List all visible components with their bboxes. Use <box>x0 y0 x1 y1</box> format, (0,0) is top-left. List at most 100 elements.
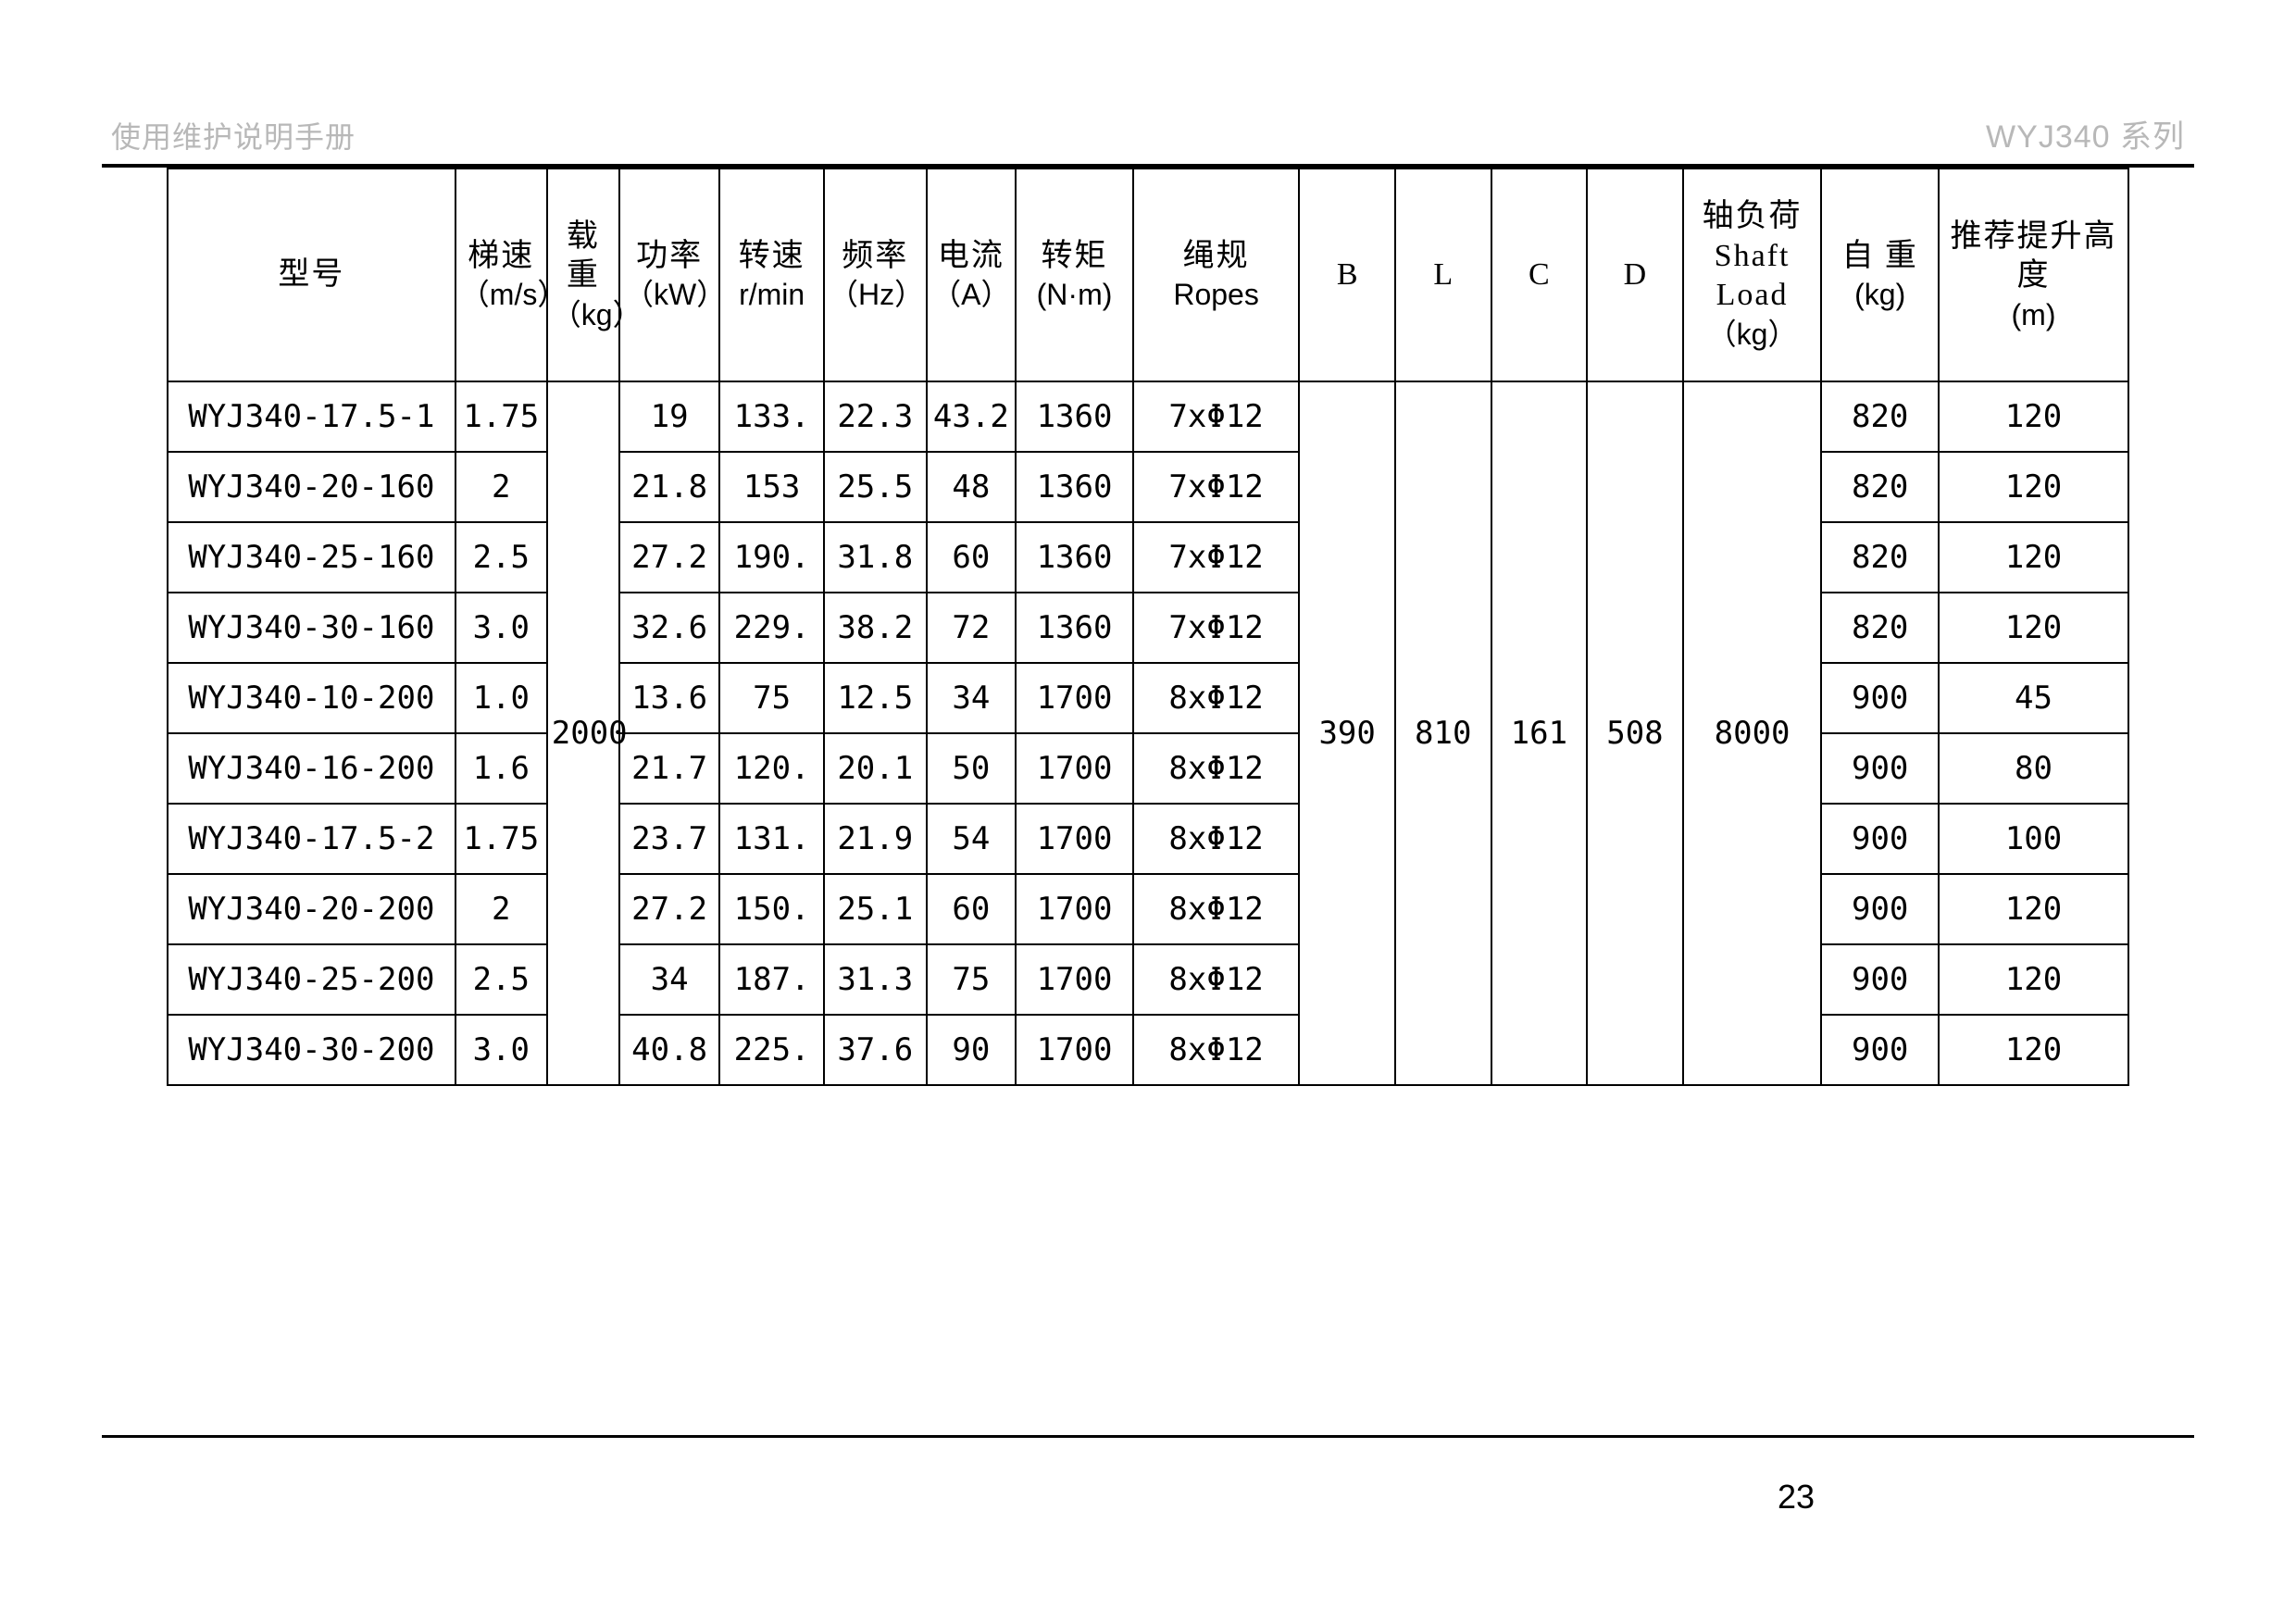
th-current: 电流（A） <box>927 169 1017 381</box>
cell-height: 80 <box>1939 733 2128 804</box>
th-height-label: 推荐提升高度 <box>1943 218 2124 296</box>
th-power: 功率（kW） <box>619 169 719 381</box>
table-row: WYJ340-17.5-11.75200019133.22.343.213607… <box>168 381 2128 452</box>
cell-weight: 900 <box>1821 874 1939 944</box>
cell-speed: 2.5 <box>455 522 547 593</box>
cell-L: 810 <box>1395 381 1491 1085</box>
cell-weight: 900 <box>1821 944 1939 1015</box>
cell-height: 120 <box>1939 522 2128 593</box>
cell-freq: 21.9 <box>824 804 927 874</box>
cell-rope: 8xΦ12 <box>1133 804 1300 874</box>
cell-power: 34 <box>619 944 719 1015</box>
cell-weight: 820 <box>1821 381 1939 452</box>
cell-speed: 1.75 <box>455 381 547 452</box>
cell-rpm: 190. <box>719 522 824 593</box>
th-load-unit: （kg） <box>552 296 615 333</box>
cell-rope: 7xΦ12 <box>1133 381 1300 452</box>
th-shaft: 轴负荷 Shaft Load（kg） <box>1683 169 1822 381</box>
cell-freq: 22.3 <box>824 381 927 452</box>
th-torque-label: 转矩 <box>1020 237 1129 277</box>
cell-height: 120 <box>1939 874 2128 944</box>
cell-rpm: 150. <box>719 874 824 944</box>
cell-power: 27.2 <box>619 522 719 593</box>
cell-torque: 1700 <box>1016 663 1133 733</box>
th-torque-unit: (N·m) <box>1020 276 1129 313</box>
cell-power: 21.8 <box>619 452 719 522</box>
cell-model: WYJ340-30-160 <box>168 593 455 663</box>
cell-power: 23.7 <box>619 804 719 874</box>
th-l: L <box>1395 169 1491 381</box>
th-rope: 绳规Ropes <box>1133 169 1300 381</box>
cell-height: 120 <box>1939 944 2128 1015</box>
cell-model: WYJ340-10-200 <box>168 663 455 733</box>
cell-speed: 2.5 <box>455 944 547 1015</box>
footer-rule <box>102 1435 2194 1438</box>
cell-torque: 1700 <box>1016 733 1133 804</box>
th-current-label: 电流 <box>931 237 1012 277</box>
cell-model: WYJ340-20-200 <box>168 874 455 944</box>
table-row: WYJ340-20-200227.2150.25.16017008xΦ12900… <box>168 874 2128 944</box>
th-power-label: 功率 <box>624 237 715 277</box>
cell-weight: 820 <box>1821 522 1939 593</box>
th-b-label: B <box>1337 257 1358 292</box>
cell-rpm: 225. <box>719 1015 824 1085</box>
th-shaft-label: 轴负荷 Shaft Load <box>1688 197 1817 316</box>
cell-freq: 38.2 <box>824 593 927 663</box>
cell-torque: 1700 <box>1016 804 1133 874</box>
th-load: 载重（kg） <box>547 169 619 381</box>
cell-model: WYJ340-25-160 <box>168 522 455 593</box>
cell-freq: 37.6 <box>824 1015 927 1085</box>
cell-speed: 3.0 <box>455 593 547 663</box>
cell-power: 13.6 <box>619 663 719 733</box>
cell-freq: 25.5 <box>824 452 927 522</box>
cell-speed: 2 <box>455 874 547 944</box>
table-row: WYJ340-25-1602.527.2190.31.86013607xΦ128… <box>168 522 2128 593</box>
th-l-label: L <box>1433 257 1453 292</box>
cell-current: 75 <box>927 944 1017 1015</box>
th-power-unit: （kW） <box>624 276 715 313</box>
th-d-label: D <box>1624 257 1647 292</box>
cell-weight: 900 <box>1821 804 1939 874</box>
cell-freq: 12.5 <box>824 663 927 733</box>
cell-current: 60 <box>927 522 1017 593</box>
cell-load: 2000 <box>547 381 619 1085</box>
table-body: WYJ340-17.5-11.75200019133.22.343.213607… <box>168 381 2128 1085</box>
page-header: 使用维护说明手册 WYJ340 系列 <box>102 111 2194 168</box>
th-weight-label: 自 重 <box>1826 237 1934 277</box>
th-height: 推荐提升高度(m) <box>1939 169 2128 381</box>
cell-current: 60 <box>927 874 1017 944</box>
cell-weight: 820 <box>1821 452 1939 522</box>
header-left: 使用维护说明手册 <box>111 114 356 156</box>
th-speed-unit: （m/s） <box>460 276 543 313</box>
cell-speed: 1.6 <box>455 733 547 804</box>
th-speed: 梯速（m/s） <box>455 169 547 381</box>
cell-B: 390 <box>1299 381 1395 1085</box>
cell-model: WYJ340-20-160 <box>168 452 455 522</box>
th-b: B <box>1299 169 1395 381</box>
cell-rope: 7xΦ12 <box>1133 522 1300 593</box>
cell-speed: 2 <box>455 452 547 522</box>
cell-rpm: 120. <box>719 733 824 804</box>
spec-table-wrap: 型号 梯速（m/s） 载重（kg） 功率（kW） 转速r/min 频率（Hz） … <box>102 168 2194 1086</box>
cell-rpm: 229. <box>719 593 824 663</box>
table-header-row: 型号 梯速（m/s） 载重（kg） 功率（kW） 转速r/min 频率（Hz） … <box>168 169 2128 381</box>
cell-rpm: 133. <box>719 381 824 452</box>
cell-freq: 31.8 <box>824 522 927 593</box>
cell-current: 50 <box>927 733 1017 804</box>
cell-speed: 1.75 <box>455 804 547 874</box>
th-rope-unit: Ropes <box>1138 276 1295 313</box>
cell-rope: 8xΦ12 <box>1133 663 1300 733</box>
cell-rpm: 131. <box>719 804 824 874</box>
cell-rpm: 187. <box>719 944 824 1015</box>
th-speed-label: 梯速 <box>460 237 543 277</box>
cell-weight: 900 <box>1821 1015 1939 1085</box>
cell-model: WYJ340-17.5-1 <box>168 381 455 452</box>
table-row: WYJ340-17.5-21.7523.7131.21.95417008xΦ12… <box>168 804 2128 874</box>
th-rpm: 转速r/min <box>719 169 824 381</box>
table-head: 型号 梯速（m/s） 载重（kg） 功率（kW） 转速r/min 频率（Hz） … <box>168 169 2128 381</box>
cell-current: 43.2 <box>927 381 1017 452</box>
cell-torque: 1360 <box>1016 381 1133 452</box>
cell-freq: 31.3 <box>824 944 927 1015</box>
cell-torque: 1700 <box>1016 1015 1133 1085</box>
th-rope-label: 绳规 <box>1138 237 1295 277</box>
